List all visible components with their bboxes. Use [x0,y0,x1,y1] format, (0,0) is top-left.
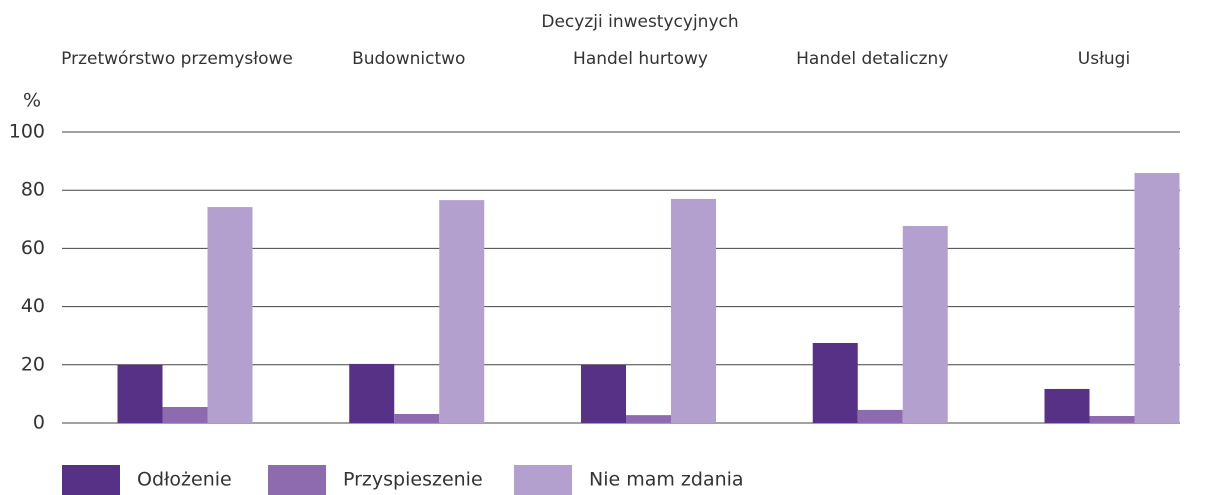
bar [671,198,716,423]
y-tick-label: 40 [21,295,45,317]
bar [394,413,440,423]
bar [117,364,163,423]
bar [162,406,208,423]
legend-swatch [62,465,120,495]
category-label: Handel hurtowy [573,49,708,69]
y-tick-label: 60 [21,237,45,259]
bar [207,207,253,423]
bar [349,363,395,423]
bar [812,342,858,423]
bar [439,200,485,423]
legend-label: Nie mam zdania [589,469,744,491]
y-tick-label: 0 [33,412,45,434]
category-label: Budownictwo [352,49,465,69]
category-label: Usługi [1078,49,1130,69]
bar [1134,173,1180,423]
y-axis-label: % [23,90,41,112]
bar [1044,388,1090,423]
bar [581,364,626,423]
bar [1089,416,1135,423]
y-tick-label: 20 [21,353,45,375]
bar [857,409,903,423]
bar [902,225,948,423]
category-label: Handel detaliczny [796,49,948,69]
chart-title: Decyzji inwestycyjnych [541,12,738,32]
y-tick-label: 80 [21,179,45,201]
legend-swatch [268,465,326,495]
legend-label: Odłożenie [137,469,232,491]
legend-label: Przyspieszenie [343,469,483,491]
legend-swatch [514,465,572,495]
y-tick-label: 100 [9,121,45,143]
bar [626,415,671,423]
category-label: Przetwórstwo przemysłowe [61,49,293,69]
